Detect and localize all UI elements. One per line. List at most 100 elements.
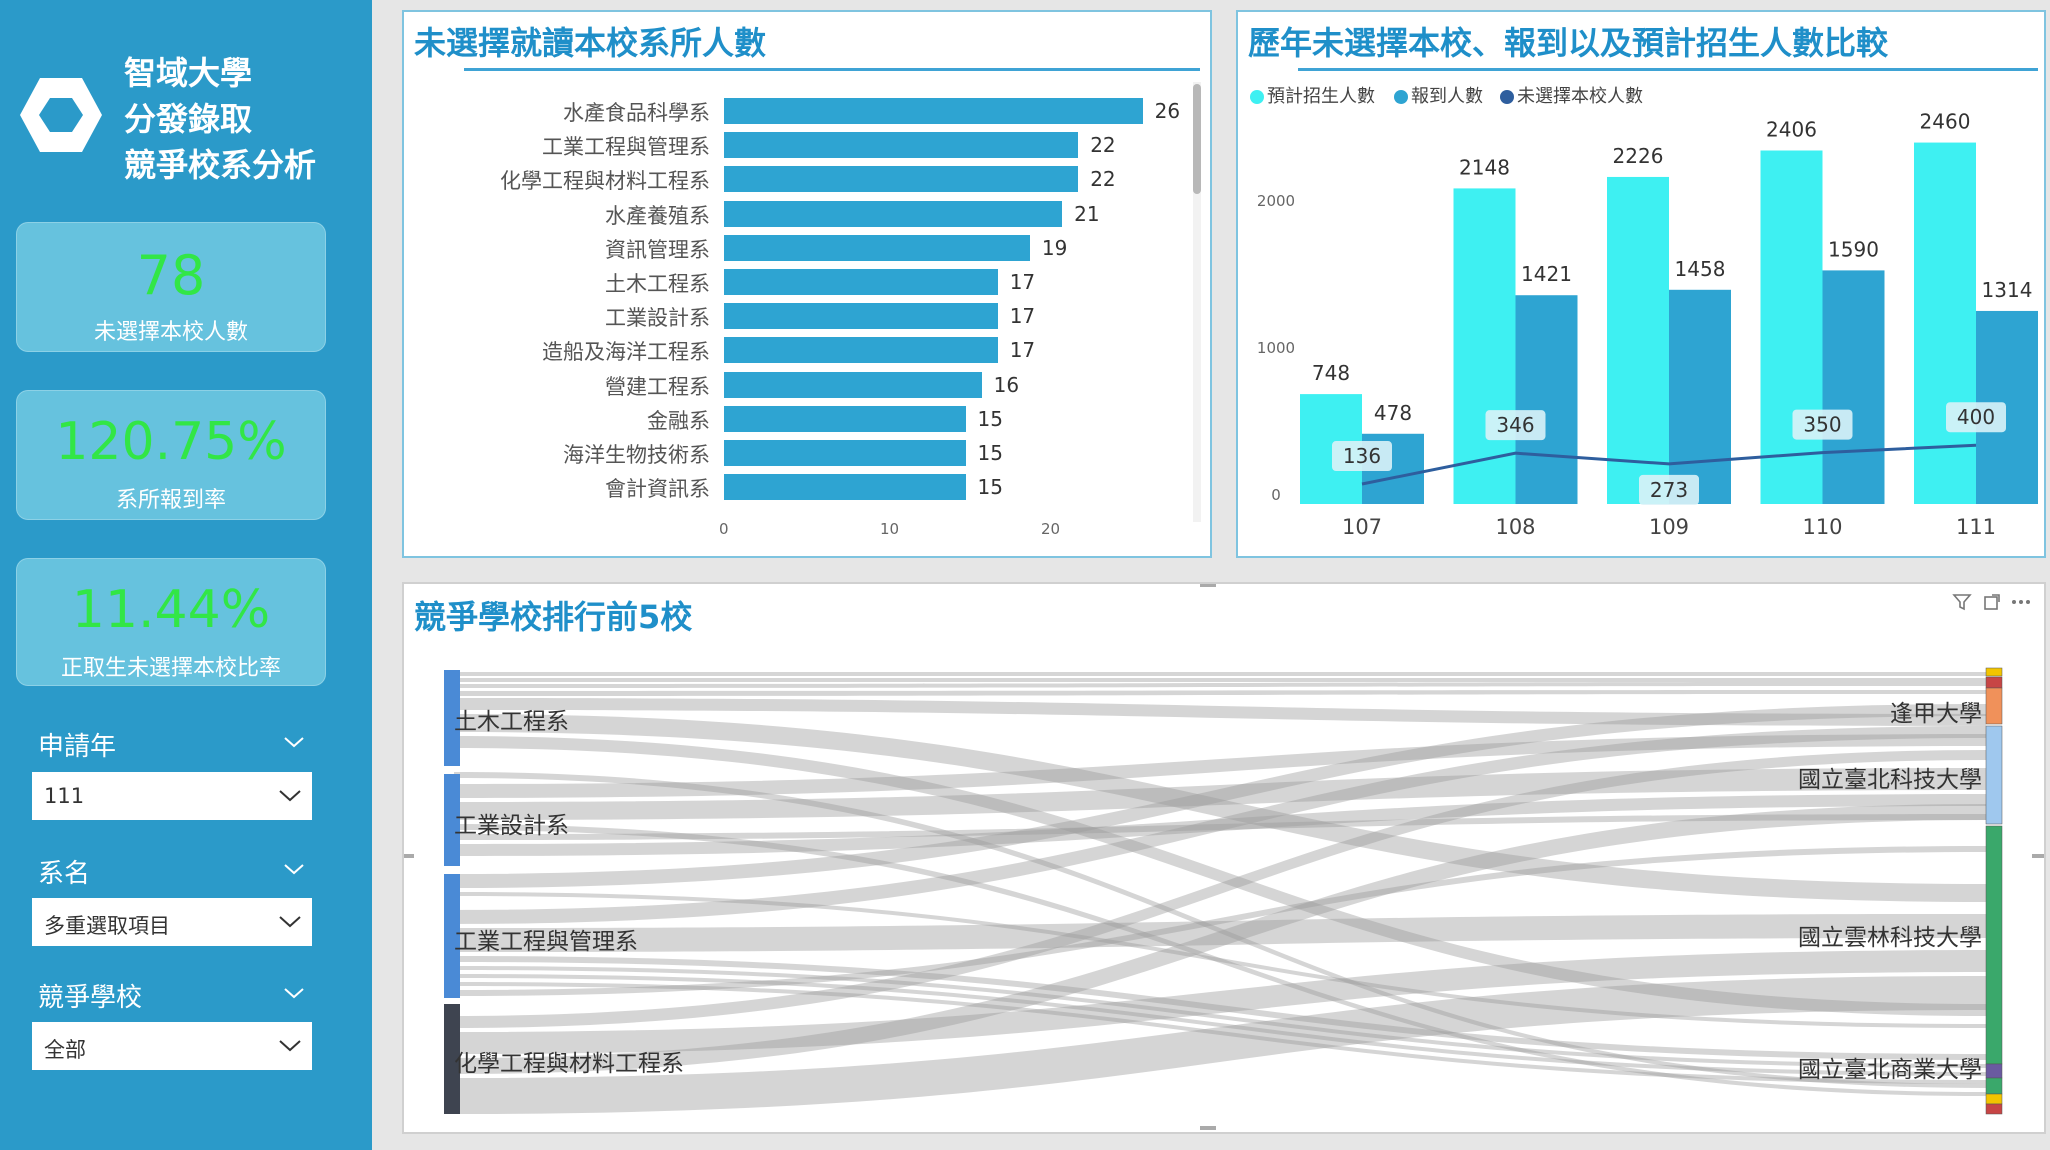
bar[interactable] (724, 200, 1063, 227)
x-axis-tick: 10 (880, 520, 900, 538)
sankey-flow[interactable] (454, 914, 1986, 952)
sankey-flow[interactable] (454, 682, 1986, 688)
filter-icon[interactable] (1952, 592, 1972, 612)
legend-item-planned[interactable]: 預計招生人數 (1250, 82, 1375, 108)
not-chosen-line[interactable] (1361, 443, 1977, 486)
legend-item-not-chosen[interactable]: 未選擇本校人數 (1500, 82, 1643, 108)
sankey-target-node[interactable] (1985, 1093, 2003, 1105)
bar[interactable] (724, 474, 966, 501)
bar[interactable] (724, 234, 1030, 261)
bar[interactable] (724, 166, 1079, 193)
bar[interactable] (724, 303, 998, 330)
sankey-flow[interactable] (454, 950, 1986, 1054)
sankey-panel[interactable]: 競爭學校排行前5校 土木工程系 工業設計系 工業工程與管理系 化學工程與材料工程… (402, 582, 2046, 1134)
planned-bar[interactable] (1453, 188, 1516, 504)
combo-chart-panel[interactable]: 歷年未選擇本校、報到以及預計招生人數比較 預計招生人數 報到人數 未選擇本校人數… (1236, 10, 2046, 558)
scrollbar-thumb[interactable] (1193, 84, 1201, 194)
sankey-flow[interactable] (454, 672, 1986, 676)
sankey-target-node[interactable] (1985, 1103, 2003, 1115)
bar[interactable] (724, 98, 1143, 124)
bar-value-label: 21 (1074, 201, 1100, 226)
department-dropdown[interactable]: 多重選取項目 (32, 898, 312, 946)
legend-item-enrolled[interactable]: 報到人數 (1394, 82, 1483, 108)
sankey-flow[interactable] (454, 704, 1986, 888)
kpi-value: 11.44% (71, 580, 271, 640)
scrollbar-track[interactable] (1193, 82, 1201, 522)
sankey-source-node[interactable] (444, 874, 460, 998)
focus-mode-icon[interactable] (1982, 592, 2002, 612)
sankey-target-node[interactable] (1985, 725, 2003, 825)
sankey-flow[interactable] (454, 726, 1986, 924)
planned-bar[interactable] (1760, 150, 1823, 504)
sankey-target-node[interactable] (1985, 687, 2003, 725)
slicer-label-competitor: 競爭學校 (38, 983, 143, 1013)
sankey-source-node[interactable] (444, 670, 460, 766)
sankey-flow[interactable] (454, 846, 1986, 996)
source-node-label: 工業工程與管理系 (454, 929, 638, 955)
sankey-source-node[interactable] (444, 774, 460, 866)
chevron-down-icon[interactable] (282, 981, 306, 1005)
chevron-down-icon[interactable] (282, 857, 306, 881)
resize-handle[interactable] (1200, 1126, 1216, 1130)
sankey-target-node[interactable] (1985, 676, 2003, 689)
sankey-flow[interactable] (454, 956, 1986, 1060)
bar[interactable] (724, 405, 966, 432)
sankey-flow[interactable] (454, 678, 1986, 682)
sankey-flow[interactable] (454, 714, 1986, 902)
sankey-flow[interactable] (454, 814, 1986, 840)
kpi-card-not-chosen: 78 未選擇本校人數 (16, 222, 326, 352)
sankey-target-node[interactable] (1985, 667, 2003, 677)
enrolled-bar[interactable] (1669, 289, 1731, 504)
sankey-flow[interactable] (454, 966, 1986, 1068)
bar[interactable] (724, 132, 1079, 159)
bar[interactable] (724, 337, 998, 364)
x-axis-tick: 20 (1041, 520, 1061, 538)
kpi-card-not-chosen-ratio: 11.44% 正取生未選擇本校比率 (16, 558, 326, 686)
sidebar: 智域大學 分發錄取 競爭校系分析 78 未選擇本校人數 120.75% 系所報到… (0, 0, 372, 1150)
resize-handle[interactable] (2032, 854, 2044, 858)
app-title-line-1: 智域大學 (124, 54, 253, 92)
sankey-flow[interactable] (454, 804, 1986, 1074)
slicer-label-department: 系名 (38, 859, 91, 889)
enrolled-bar[interactable] (1822, 270, 1885, 504)
planned-bar[interactable] (1914, 142, 1976, 505)
year-dropdown[interactable]: 111 (32, 772, 312, 820)
x-axis-tick: 0 (719, 520, 729, 538)
sankey-flow[interactable] (454, 736, 1986, 1016)
sankey-flow[interactable] (454, 734, 1986, 798)
target-node-label: 國立臺北商業大學 (1798, 1057, 1982, 1083)
bar-value-label: 16 (993, 372, 1020, 397)
sankey-flow[interactable] (454, 690, 1986, 696)
more-options-icon[interactable] (2010, 592, 2032, 612)
sankey-flow[interactable] (454, 750, 1986, 1028)
sankey-target-node[interactable] (1985, 1077, 2003, 1095)
chevron-down-icon[interactable] (282, 730, 306, 754)
title-underline (464, 68, 1200, 71)
bar[interactable] (724, 269, 998, 295)
target-node-label: 國立臺北科技大學 (1798, 767, 1982, 793)
bar-value-label: 19 (1041, 235, 1068, 260)
enrolled-bar[interactable] (1515, 295, 1578, 504)
bar-value-label: 17 (1009, 304, 1036, 329)
sankey-flow[interactable] (454, 974, 1986, 1076)
sankey-flow[interactable] (454, 976, 1986, 1114)
kpi-value: 78 (136, 244, 206, 307)
competitor-dropdown[interactable]: 全部 (32, 1022, 312, 1070)
sankey-target-node[interactable] (1985, 825, 2003, 1065)
hexagon-logo-icon (20, 78, 102, 152)
sankey-flow[interactable] (454, 772, 1986, 1088)
bar[interactable] (724, 440, 966, 466)
sankey-flow[interactable] (454, 794, 1986, 856)
sankey-flow[interactable] (454, 824, 1986, 1096)
resize-handle[interactable] (1200, 584, 1216, 587)
resize-handle[interactable] (404, 854, 414, 858)
sankey-target-node[interactable] (1985, 1063, 2003, 1079)
planned-bar[interactable] (1607, 176, 1669, 505)
sankey-flow[interactable] (454, 768, 1986, 820)
sankey-flow[interactable] (454, 892, 1986, 1028)
bar[interactable] (724, 371, 982, 398)
bar-chart-panel[interactable]: 未選擇就讀本校系所人數 水產食品科學系 26 工業工程與管理系 22 化學工程與材料工程… (402, 10, 1212, 558)
sankey-flow[interactable] (454, 982, 1986, 1084)
sankey-flow[interactable] (454, 698, 1986, 726)
sankey-source-node[interactable] (444, 1004, 460, 1114)
